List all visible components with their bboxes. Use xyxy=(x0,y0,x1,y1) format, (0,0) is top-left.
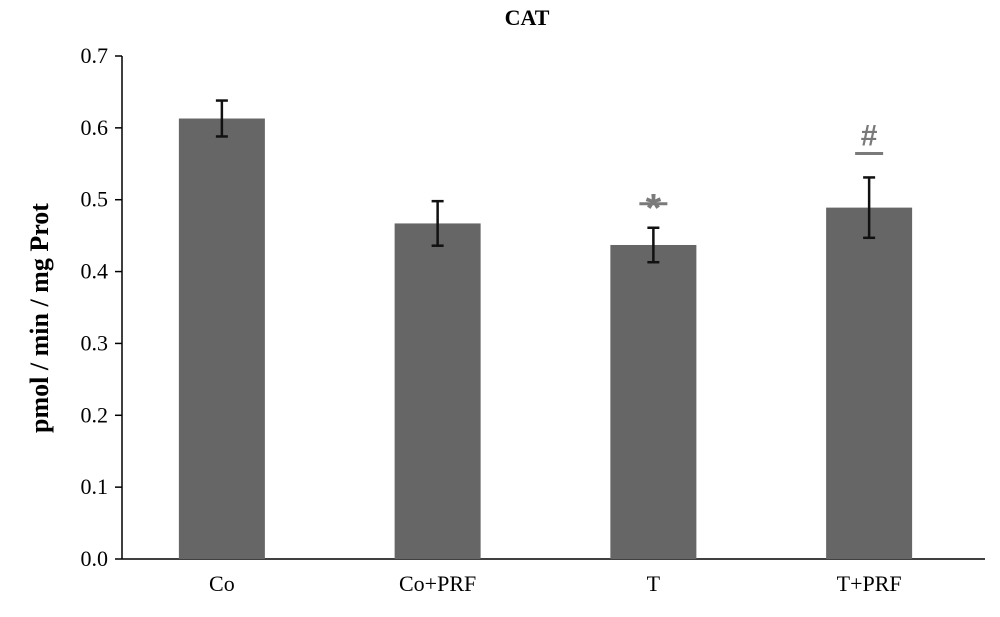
significance-marker: * xyxy=(646,187,662,231)
bars xyxy=(178,118,913,560)
error-bars xyxy=(215,99,876,264)
x-tick-label: T xyxy=(647,571,661,596)
bar-t xyxy=(610,244,697,559)
significance-marker: # xyxy=(861,119,878,152)
x-tick-label: Co+PRF xyxy=(399,571,476,596)
chart-title: CAT xyxy=(505,5,550,30)
bar-co-prf xyxy=(394,223,481,560)
y-tick-label: 0.6 xyxy=(81,115,109,140)
x-tick-label: Co xyxy=(209,571,235,596)
y-tick-label: 0.2 xyxy=(81,402,109,427)
y-tick-label: 0.3 xyxy=(81,330,109,355)
significance-annotations: *# xyxy=(639,119,884,231)
y-tick-labels: 0.0 0.1 0.2 0.3 0.4 0.5 0.6 0.7 xyxy=(81,43,109,571)
bar-t-prf xyxy=(826,207,913,559)
y-tick-label: 0.5 xyxy=(81,187,109,212)
y-tick-label: 0.1 xyxy=(81,474,109,499)
y-tick-label: 0.7 xyxy=(81,43,109,68)
bar-co xyxy=(178,118,265,559)
x-tick-label: T+PRF xyxy=(837,571,902,596)
y-axis-label: pmol / min / mg Prot xyxy=(25,203,54,433)
y-tick-label: 0.4 xyxy=(81,259,109,284)
x-tick-labels: Co Co+PRF T T+PRF xyxy=(209,571,902,596)
y-tick-label: 0.0 xyxy=(81,546,109,571)
